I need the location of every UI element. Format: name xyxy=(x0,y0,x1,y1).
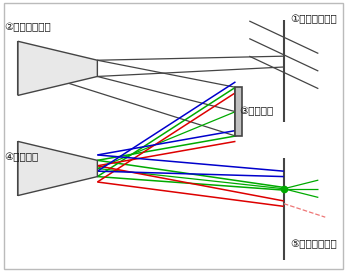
Polygon shape xyxy=(18,41,97,95)
Polygon shape xyxy=(18,141,97,196)
Text: ①入口スリット: ①入口スリット xyxy=(291,14,337,24)
Text: ②コリメート鏡: ②コリメート鏡 xyxy=(4,22,51,32)
Text: ③回折格子: ③回折格子 xyxy=(239,107,273,117)
Polygon shape xyxy=(236,87,242,136)
FancyBboxPatch shape xyxy=(4,4,343,268)
Text: ⑤出口スリット: ⑤出口スリット xyxy=(291,239,337,249)
Text: ④カメラ鏡: ④カメラ鏡 xyxy=(4,152,39,162)
